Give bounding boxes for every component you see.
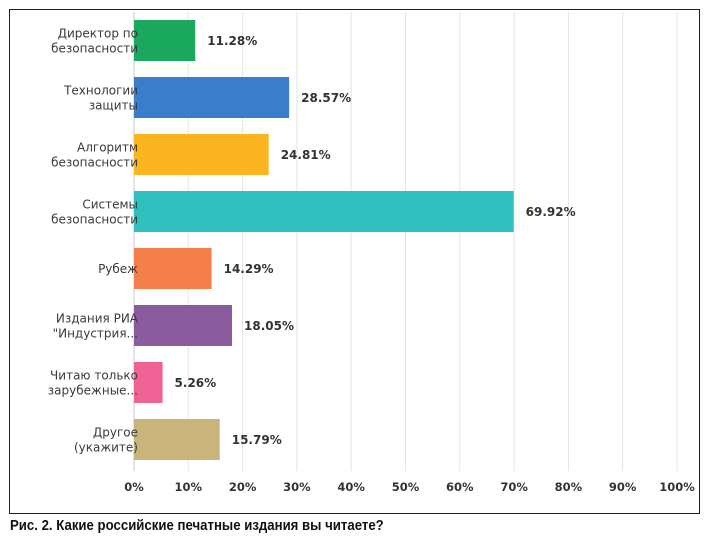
- bar: [134, 305, 233, 346]
- x-tick-label: 50%: [392, 480, 420, 494]
- chart-frame: Директор по безопасности Технологии защиты А…: [9, 9, 700, 514]
- x-tick-label: 70%: [500, 480, 528, 494]
- category-labels: Директор побезопасностиТехнологиизащитыА…: [48, 27, 139, 455]
- value-label: 24.81%: [281, 148, 331, 162]
- x-tick-label: 60%: [446, 480, 474, 494]
- value-label: 28.57%: [301, 91, 351, 105]
- x-axis-ticks: 0% 10% 20% 30% 40% 50% 60% 70% 80% 90% 100%: [124, 480, 695, 494]
- figure-caption: Рис. 2. Какие российские печатные издани…: [10, 517, 384, 534]
- x-tick-label: 80%: [555, 480, 583, 494]
- category-label: (укажите): [74, 441, 138, 455]
- x-tick-label: 10%: [175, 480, 203, 494]
- value-label: 5.26%: [175, 376, 217, 390]
- category-label: Системы: [82, 198, 138, 212]
- x-tick-label: 40%: [337, 480, 365, 494]
- bar: [134, 362, 163, 403]
- category-label: Другое: [93, 426, 138, 440]
- category-label: Директор по: [58, 27, 138, 41]
- bar: [134, 191, 514, 232]
- x-tick-label: 0%: [124, 480, 144, 494]
- category-label: "Индустрия...: [53, 327, 138, 341]
- value-label: 69.92%: [526, 205, 576, 219]
- bar: [134, 20, 196, 61]
- category-label: защиты: [89, 99, 138, 113]
- bar: [134, 248, 212, 289]
- category-label: Издания РИА: [56, 312, 139, 326]
- category-label: Технологии: [63, 84, 138, 98]
- category-label: безопасности: [51, 213, 138, 227]
- bars: [134, 20, 514, 460]
- value-label: 11.28%: [207, 34, 257, 48]
- bar-chart: Директор побезопасностиТехнологиизащитыА…: [48, 12, 695, 494]
- category-label: Алгоритм: [77, 141, 138, 155]
- bar: [134, 419, 220, 460]
- value-label: 18.05%: [244, 319, 294, 333]
- value-label: 14.29%: [224, 262, 274, 276]
- category-label: безопасности: [51, 42, 138, 56]
- category-label: Читаю только: [50, 369, 138, 383]
- value-label: 15.79%: [232, 433, 282, 447]
- x-tick-label: 20%: [229, 480, 257, 494]
- category-label: Рубеж: [98, 262, 138, 276]
- bar: [134, 77, 290, 118]
- value-labels: 11.28% 28.57% 24.81% 69.92% 14.29% 18.05% 5.26…: [175, 34, 576, 447]
- category-label: безопасности: [51, 156, 138, 170]
- category-label: зарубежные...: [48, 384, 138, 398]
- x-tick-label: 100%: [659, 480, 695, 494]
- x-tick-label: 30%: [283, 480, 311, 494]
- bar: [134, 134, 269, 175]
- x-tick-label: 90%: [609, 480, 637, 494]
